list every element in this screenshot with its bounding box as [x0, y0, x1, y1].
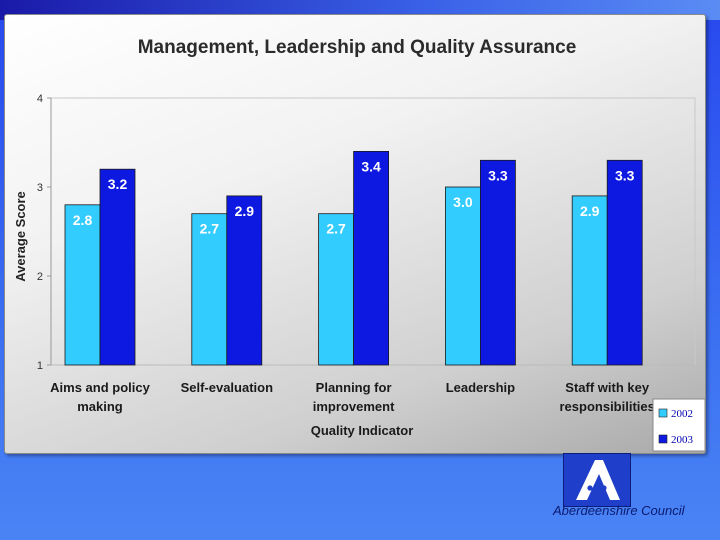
- y-tick-label: 4: [37, 93, 43, 105]
- y-tick-label: 2: [37, 271, 43, 283]
- logo-mark: [576, 460, 620, 500]
- data-label-2002: 2.7: [200, 221, 220, 237]
- organisation-name: Aberdeenshire Council: [553, 503, 685, 518]
- data-label-2003: 3.2: [108, 176, 128, 192]
- y-tick-label: 3: [37, 182, 43, 194]
- logo-dot-2: [594, 489, 600, 495]
- y-tick-label: 1: [37, 360, 43, 372]
- bar-2003: [353, 150, 390, 366]
- bar-2003: [479, 159, 516, 366]
- category-label: Aims and policy: [50, 380, 150, 395]
- legend-box: [652, 398, 705, 452]
- category-label: improvement: [313, 399, 395, 414]
- aberdeenshire-a-logo-icon: [563, 453, 631, 507]
- data-label-2002: 3.0: [453, 194, 473, 210]
- legend-swatch-2003: [658, 434, 668, 444]
- category-label: Self-evaluation: [181, 380, 274, 395]
- logo-a-shape: [576, 460, 620, 500]
- bar-2003: [99, 168, 136, 366]
- data-label-2003: 3.3: [488, 167, 508, 183]
- data-label-2003: 3.3: [615, 167, 635, 183]
- legend-label-2002: 2002: [671, 408, 693, 420]
- data-label-2002: 2.7: [326, 221, 346, 237]
- bar-2003: [226, 195, 263, 366]
- data-label-2003: 2.9: [235, 203, 255, 219]
- y-axis-label: Average Score: [13, 191, 28, 282]
- bar-2002: [571, 195, 608, 366]
- legend-swatch-2002: [658, 408, 668, 418]
- bar-chart: Management, Leadership and Quality Assur…: [13, 37, 705, 452]
- category-label: Leadership: [446, 380, 515, 395]
- category-label: Staff with key: [565, 380, 650, 395]
- legend-label-2003: 2003: [671, 434, 694, 446]
- chart-title: Management, Leadership and Quality Assur…: [138, 37, 577, 58]
- bar-2002: [64, 204, 101, 366]
- chart-panel: Management, Leadership and Quality Assur…: [4, 14, 706, 454]
- category-label: Planning for: [316, 380, 392, 395]
- bar-2002: [444, 186, 481, 366]
- category-label: responsibilities: [560, 399, 655, 414]
- logo-dot-3: [601, 485, 607, 491]
- x-axis-label: Quality Indicator: [311, 423, 414, 438]
- data-label-2002: 2.9: [580, 203, 600, 219]
- data-label-2002: 2.8: [73, 212, 93, 228]
- logo-dot-1: [587, 485, 593, 491]
- bar-2003: [606, 159, 643, 366]
- category-label: making: [77, 399, 123, 414]
- data-label-2003: 3.4: [361, 158, 381, 174]
- bar-2002: [318, 213, 355, 366]
